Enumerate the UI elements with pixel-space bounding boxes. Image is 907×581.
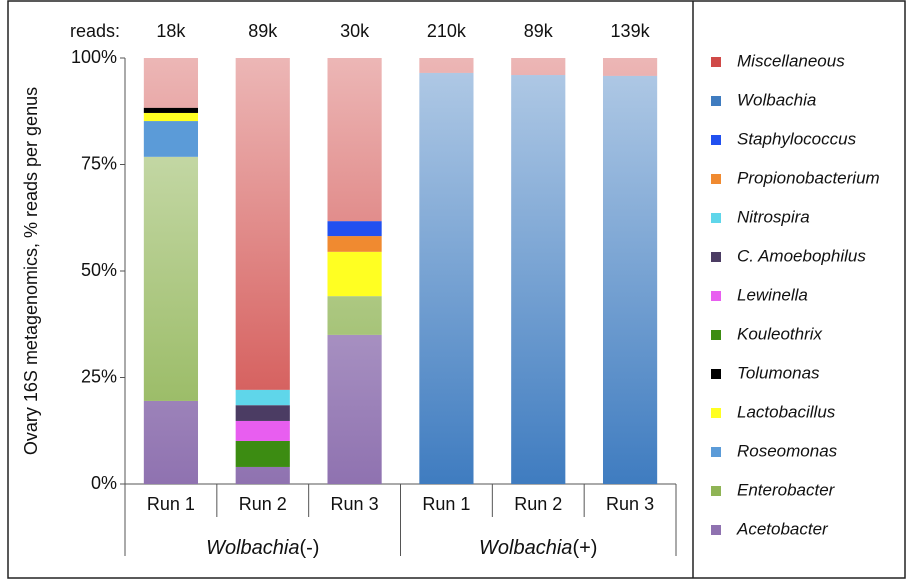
legend-marker bbox=[711, 213, 721, 223]
group-label: Wolbachia(-) bbox=[206, 537, 319, 559]
bar-segment bbox=[143, 107, 199, 113]
bar-segment bbox=[511, 75, 566, 484]
bar-segment bbox=[511, 58, 566, 76]
bar-segment bbox=[327, 296, 382, 335]
legend-marker bbox=[711, 369, 721, 379]
reads-value: 30k bbox=[340, 21, 370, 41]
reads-value: 89k bbox=[524, 21, 554, 41]
bar-segment bbox=[235, 405, 290, 421]
legend-marker bbox=[711, 96, 721, 106]
legend-marker bbox=[711, 291, 721, 301]
legend-label: Lewinella bbox=[737, 285, 808, 304]
bar-segment bbox=[327, 236, 382, 252]
legend-label: Roseomonas bbox=[737, 441, 838, 460]
reads-value: 89k bbox=[248, 21, 278, 41]
legend-label: Miscellaneous bbox=[737, 51, 845, 70]
y-tick-label: 75% bbox=[81, 153, 117, 173]
frame bbox=[7, 0, 906, 579]
bar-segment bbox=[602, 58, 658, 76]
bar-segment bbox=[143, 112, 199, 122]
reads-value: 139k bbox=[611, 21, 651, 41]
legend-label: Nitrospira bbox=[737, 207, 810, 226]
bar-segment bbox=[327, 58, 382, 222]
bar-segment bbox=[235, 58, 290, 390]
x-tick-label: Run 1 bbox=[147, 494, 195, 514]
legend-marker bbox=[711, 486, 721, 496]
y-axis-label: Ovary 16S metagenomics, % reads per genu… bbox=[21, 87, 41, 455]
legend-label: Propionobacterium bbox=[737, 168, 880, 187]
legend-label: Staphylococcus bbox=[737, 129, 857, 148]
group-label-italic: Wolbachia bbox=[479, 537, 572, 559]
legend-marker bbox=[711, 135, 721, 145]
bar-segment bbox=[235, 466, 290, 484]
x-tick-label: Run 3 bbox=[606, 494, 654, 514]
x-tick-label: Run 1 bbox=[422, 494, 470, 514]
x-tick-label: Run 2 bbox=[514, 494, 562, 514]
y-tick-label: 25% bbox=[81, 366, 117, 386]
group-label-italic: Wolbachia bbox=[206, 537, 299, 559]
bar-segment bbox=[327, 251, 382, 297]
bar-segment bbox=[235, 440, 290, 467]
legend-label: Lactobacillus bbox=[737, 402, 836, 421]
reads-label: reads: bbox=[70, 21, 120, 41]
y-tick-label: 50% bbox=[81, 260, 117, 280]
x-tick-label: Run 2 bbox=[239, 494, 287, 514]
legend-marker bbox=[711, 525, 721, 535]
bar-segment bbox=[143, 121, 199, 157]
legend-marker bbox=[711, 447, 721, 457]
bar-segment bbox=[235, 389, 290, 406]
reads-value: 210k bbox=[427, 21, 467, 41]
bar-segment bbox=[143, 156, 199, 401]
legend-label: Acetobacter bbox=[736, 519, 829, 538]
group-label: Wolbachia(+) bbox=[479, 537, 597, 559]
legend-label: Enterobacter bbox=[737, 480, 836, 499]
legend-marker bbox=[711, 57, 721, 67]
x-tick-label: Run 3 bbox=[331, 494, 379, 514]
legend-marker bbox=[711, 252, 721, 262]
legend-marker bbox=[711, 330, 721, 340]
y-tick-label: 100% bbox=[71, 47, 117, 67]
bar-segment bbox=[235, 420, 290, 441]
bar-segment bbox=[327, 221, 382, 237]
bar-segment bbox=[419, 58, 474, 73]
legend-label: Kouleothrix bbox=[737, 324, 823, 343]
legend-label: C. Amoebophilus bbox=[737, 246, 866, 265]
bar-segment bbox=[602, 75, 658, 484]
bar-segment bbox=[419, 72, 474, 484]
y-tick-label: 0% bbox=[91, 473, 117, 493]
legend-marker bbox=[711, 408, 721, 418]
group-label-text: (+) bbox=[572, 537, 597, 559]
legend-label: Tolumonas bbox=[737, 363, 820, 382]
legend-label: Wolbachia bbox=[737, 90, 816, 109]
bar-segment bbox=[143, 400, 199, 484]
bar-segment bbox=[327, 334, 382, 484]
legend-marker bbox=[711, 174, 721, 184]
reads-value: 18k bbox=[156, 21, 186, 41]
group-label-text: (-) bbox=[299, 537, 319, 559]
bar-segment bbox=[143, 58, 199, 108]
